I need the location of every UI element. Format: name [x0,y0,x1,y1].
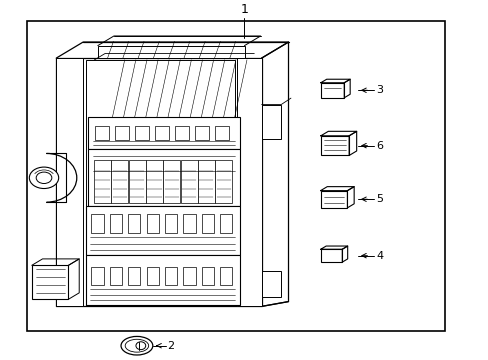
Bar [94,160,111,203]
Bar [183,213,195,233]
Bar [220,213,232,233]
Bar [111,160,128,203]
Bar [145,160,163,203]
Bar [215,126,228,140]
Bar [198,160,215,203]
Bar [85,255,239,305]
Bar [88,117,239,149]
Text: 3: 3 [376,85,383,95]
Bar [201,213,213,233]
Text: 1: 1 [240,3,248,16]
Bar [146,213,159,233]
Bar [261,104,281,139]
Bar [110,267,122,285]
Text: 2: 2 [167,341,174,351]
Bar [85,206,239,255]
Bar [155,126,169,140]
Bar [32,265,68,299]
Text: 6: 6 [376,141,383,150]
Bar [98,46,244,58]
Bar [164,213,177,233]
Bar [180,160,197,203]
Bar [183,267,195,285]
Bar [115,126,129,140]
Bar [320,83,344,98]
Bar [85,60,234,305]
Bar [146,267,159,285]
Bar [215,160,232,203]
Ellipse shape [121,337,153,355]
Bar [164,267,177,285]
Bar [128,160,145,203]
Text: 4: 4 [376,251,383,261]
Bar [135,126,149,140]
Ellipse shape [125,339,148,352]
Circle shape [29,167,59,189]
Bar [237,58,261,306]
Bar [95,126,109,140]
Bar [175,126,188,140]
Bar [220,267,232,285]
Ellipse shape [136,342,145,350]
Bar [110,213,122,233]
Circle shape [36,172,52,184]
Bar [320,249,342,262]
Bar [128,213,140,233]
Bar [56,58,83,306]
Bar [201,267,213,285]
Bar [91,213,103,233]
Bar [163,160,180,203]
Bar [128,267,140,285]
Bar [320,136,348,156]
Bar [195,126,208,140]
Bar [261,271,281,297]
Bar [88,149,239,206]
Bar [320,191,347,208]
Bar [91,267,103,285]
Text: 5: 5 [376,194,383,204]
Bar [27,21,444,332]
